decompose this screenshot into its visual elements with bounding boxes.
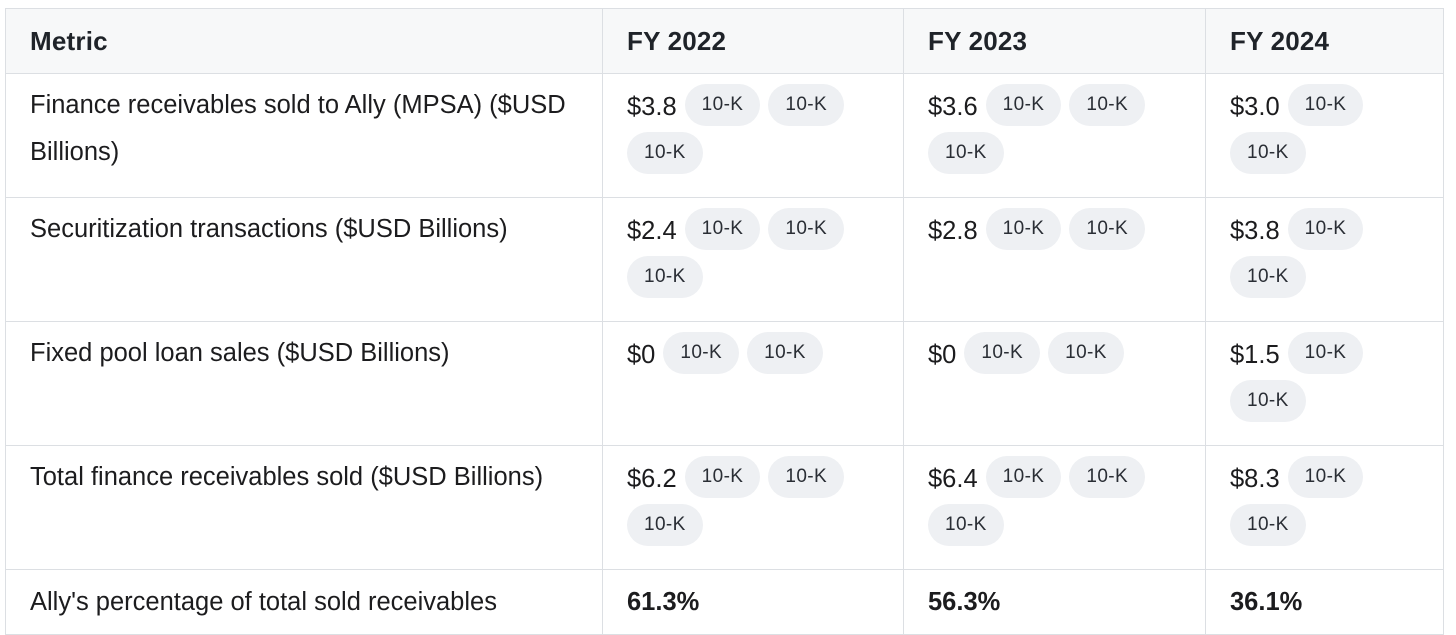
metric-label: Total finance receivables sold ($USD Bil… bbox=[5, 445, 603, 570]
data-table-container: Metric FY 2022 FY 2023 FY 2024 Finance r… bbox=[5, 8, 1444, 635]
cell-value: $3.0 bbox=[1230, 93, 1280, 121]
cell-value: $3.8 bbox=[627, 93, 677, 121]
source-badge[interactable]: 10-K bbox=[663, 332, 740, 374]
source-badge[interactable]: 10-K bbox=[1230, 132, 1306, 174]
source-badge[interactable]: 10-K bbox=[928, 132, 1004, 174]
cell-value: $0 bbox=[627, 341, 656, 369]
metric-label: Finance receivables sold to Ally (MPSA) … bbox=[5, 73, 603, 198]
source-badge[interactable]: 10-K bbox=[768, 208, 845, 250]
source-badge[interactable]: 10-K bbox=[627, 256, 703, 298]
source-badge[interactable]: 10-K bbox=[1230, 504, 1306, 546]
value-cell: 56.3% bbox=[903, 569, 1206, 635]
financial-metrics-table: Metric FY 2022 FY 2023 FY 2024 Finance r… bbox=[5, 8, 1444, 635]
source-badge[interactable]: 10-K bbox=[985, 84, 1062, 126]
cell-value: $3.6 bbox=[928, 93, 978, 121]
cell-value: $6.4 bbox=[928, 465, 978, 493]
cell-value: $1.5 bbox=[1230, 341, 1280, 369]
value-cell: $3.6 10-K 10-K 10-K bbox=[903, 73, 1206, 198]
header-fy-2022: FY 2022 bbox=[602, 8, 904, 74]
source-badge[interactable]: 10-K bbox=[1287, 84, 1364, 126]
value-cell: 61.3% bbox=[602, 569, 904, 635]
percentage-value: 36.1% bbox=[1230, 587, 1303, 616]
metric-label: Securitization transactions ($USD Billio… bbox=[5, 197, 603, 322]
value-cell: $0 10-K 10-K bbox=[602, 321, 904, 446]
header-metric: Metric bbox=[5, 8, 603, 74]
source-badge[interactable]: 10-K bbox=[964, 332, 1041, 374]
header-row: Metric FY 2022 FY 2023 FY 2024 bbox=[5, 8, 1444, 74]
source-badge[interactable]: 10-K bbox=[1287, 456, 1364, 498]
value-cell: $0 10-K 10-K bbox=[903, 321, 1206, 446]
source-badge[interactable]: 10-K bbox=[684, 84, 761, 126]
value-cell: $8.3 10-K 10-K bbox=[1205, 445, 1444, 570]
value-cell: 36.1% bbox=[1205, 569, 1444, 635]
source-badge[interactable]: 10-K bbox=[1230, 380, 1306, 422]
metric-label: Fixed pool loan sales ($USD Billions) bbox=[5, 321, 603, 446]
source-badge[interactable]: 10-K bbox=[1048, 332, 1124, 374]
value-cell: $2.4 10-K 10-K 10-K bbox=[602, 197, 904, 322]
percentage-value: 61.3% bbox=[627, 587, 700, 616]
source-badge[interactable]: 10-K bbox=[684, 208, 761, 250]
source-badge[interactable]: 10-K bbox=[928, 504, 1004, 546]
source-badge[interactable]: 10-K bbox=[1069, 208, 1146, 250]
cell-value: $6.2 bbox=[627, 465, 677, 493]
source-badge[interactable]: 10-K bbox=[1287, 208, 1364, 250]
table-row: Fixed pool loan sales ($USD Billions) $0… bbox=[5, 321, 1444, 446]
source-badge[interactable]: 10-K bbox=[768, 456, 845, 498]
source-badge[interactable]: 10-K bbox=[1230, 256, 1306, 298]
percentage-value: 56.3% bbox=[928, 587, 1001, 616]
value-cell: $6.2 10-K 10-K 10-K bbox=[602, 445, 904, 570]
table-row: Total finance receivables sold ($USD Bil… bbox=[5, 445, 1444, 570]
source-badge[interactable]: 10-K bbox=[1287, 332, 1364, 374]
header-fy-2024: FY 2024 bbox=[1205, 8, 1444, 74]
source-badge[interactable]: 10-K bbox=[684, 456, 761, 498]
table-row: Ally's percentage of total sold receivab… bbox=[5, 569, 1444, 635]
value-cell: $6.4 10-K 10-K 10-K bbox=[903, 445, 1206, 570]
cell-value: $0 bbox=[928, 341, 957, 369]
value-cell: $3.8 10-K 10-K 10-K bbox=[602, 73, 904, 198]
metric-label: Ally's percentage of total sold receivab… bbox=[5, 569, 603, 635]
source-badge[interactable]: 10-K bbox=[985, 208, 1062, 250]
table-row: Finance receivables sold to Ally (MPSA) … bbox=[5, 73, 1444, 198]
source-badge[interactable]: 10-K bbox=[985, 456, 1062, 498]
source-badge[interactable]: 10-K bbox=[627, 132, 703, 174]
header-fy-2023: FY 2023 bbox=[903, 8, 1206, 74]
cell-value: $8.3 bbox=[1230, 465, 1280, 493]
table-row: Securitization transactions ($USD Billio… bbox=[5, 197, 1444, 322]
cell-value: $2.4 bbox=[627, 217, 677, 245]
source-badge[interactable]: 10-K bbox=[1069, 456, 1146, 498]
value-cell: $3.0 10-K 10-K bbox=[1205, 73, 1444, 198]
value-cell: $3.8 10-K 10-K bbox=[1205, 197, 1444, 322]
cell-value: $2.8 bbox=[928, 217, 978, 245]
value-cell: $1.5 10-K 10-K bbox=[1205, 321, 1444, 446]
source-badge[interactable]: 10-K bbox=[768, 84, 845, 126]
source-badge[interactable]: 10-K bbox=[627, 504, 703, 546]
cell-value: $3.8 bbox=[1230, 217, 1280, 245]
source-badge[interactable]: 10-K bbox=[747, 332, 823, 374]
value-cell: $2.8 10-K 10-K bbox=[903, 197, 1206, 322]
source-badge[interactable]: 10-K bbox=[1069, 84, 1146, 126]
